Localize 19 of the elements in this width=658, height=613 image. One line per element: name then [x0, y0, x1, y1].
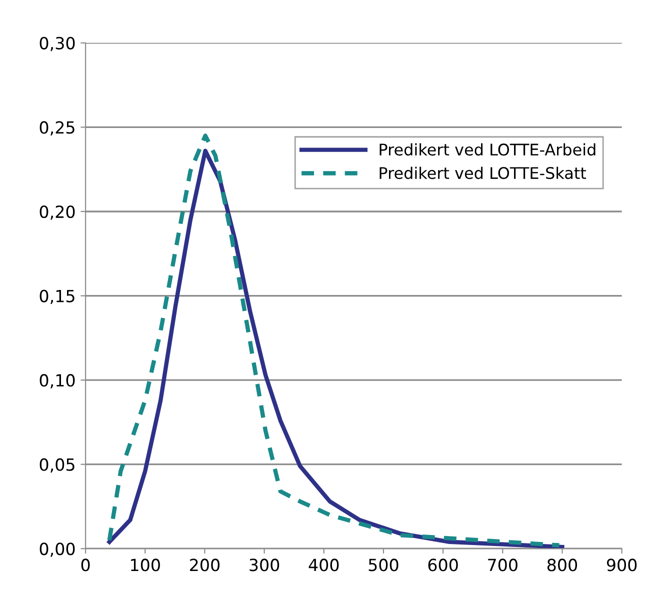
x-tick-label: 300	[250, 558, 280, 572]
x-tick-label: 800	[547, 558, 578, 572]
x-tick-label: 400	[308, 558, 339, 572]
x-tick-label: 200	[190, 558, 220, 572]
y-tick-label: 0,10	[40, 374, 75, 388]
x-tick-label: 900	[606, 558, 637, 572]
x-tick-label: 700	[488, 558, 518, 572]
x-tick-label: 500	[368, 558, 398, 572]
legend-label: Predikert ved LOTTE-Arbeid	[380, 143, 596, 156]
x-tick-label: 600	[428, 558, 458, 572]
y-tick-label: 0,00	[40, 542, 75, 557]
x-tick-label: 100	[131, 558, 160, 572]
legend-label: Predikert ved LOTTE-Skatt	[380, 166, 586, 180]
y-tick-label: 0,15	[40, 290, 74, 304]
x-tick-label: 0	[81, 558, 90, 572]
y-tick-label: 0,20	[40, 205, 75, 220]
y-tick-label: 0,25	[40, 121, 74, 136]
y-tick-label: 0,05	[40, 458, 74, 473]
y-tick-label: 0,30	[40, 36, 75, 52]
